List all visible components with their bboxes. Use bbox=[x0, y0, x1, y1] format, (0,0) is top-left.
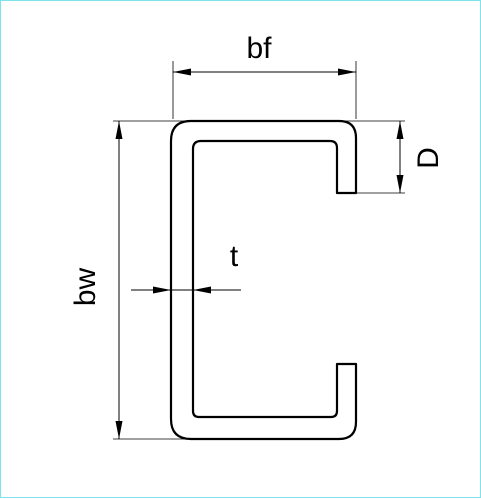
d-arrow-top bbox=[396, 121, 404, 139]
t-dimension: t bbox=[131, 240, 241, 294]
d-label: D bbox=[412, 147, 445, 169]
bw-arrow-bottom bbox=[115, 421, 123, 439]
d-dimension: D bbox=[341, 120, 445, 194]
t-label: t bbox=[230, 240, 239, 273]
t-arrow-right bbox=[193, 286, 211, 294]
bw-label: bw bbox=[69, 267, 102, 306]
t-arrow-left bbox=[153, 286, 171, 294]
bf-arrow-left bbox=[173, 68, 191, 76]
bf-dimension: bf bbox=[172, 32, 357, 119]
profile-outer-outline bbox=[169, 119, 358, 441]
bf-arrow-right bbox=[338, 68, 356, 76]
bw-arrow-top bbox=[115, 121, 123, 139]
c-channel-profile bbox=[169, 119, 358, 441]
bf-label: bf bbox=[246, 32, 272, 65]
d-arrow-bottom bbox=[396, 175, 404, 193]
bw-dimension: bw bbox=[69, 120, 191, 440]
